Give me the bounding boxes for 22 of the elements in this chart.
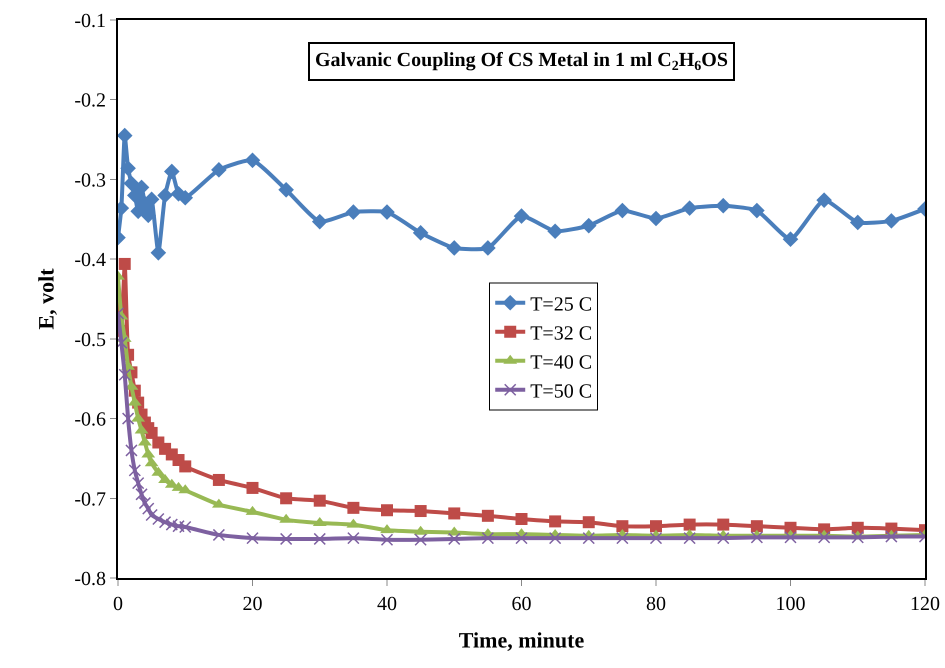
y-tick-label: -0.5 bbox=[74, 328, 106, 351]
x-tick-label: 0 bbox=[113, 593, 123, 615]
y-tick-label: -0.2 bbox=[74, 90, 106, 112]
x-tick-label: 20 bbox=[242, 593, 262, 615]
legend-label: T=32 C bbox=[530, 322, 592, 345]
x-tick-label: 80 bbox=[646, 593, 666, 615]
legend-label: T=40 C bbox=[530, 352, 592, 374]
x-tick-label: 120 bbox=[910, 593, 940, 615]
y-tick-label: -0.1 bbox=[74, 10, 106, 32]
y-tick-label: -0.4 bbox=[74, 249, 106, 272]
x-tick-label: 40 bbox=[377, 593, 397, 615]
x-tick-label: 100 bbox=[776, 593, 806, 615]
y-tick-label: -0.8 bbox=[74, 568, 106, 590]
x-axis-title: Time, minute bbox=[458, 627, 584, 652]
legend-label: T=50 C bbox=[530, 380, 592, 403]
text: Galvanic Coupling Of CS Metal in 1 ml C$_{2}$H$_{6}$OS bbox=[315, 49, 728, 74]
legend-label: T=25 C bbox=[530, 294, 592, 316]
y-tick-label: -0.3 bbox=[74, 169, 106, 192]
x-tick-label: 60 bbox=[512, 593, 532, 615]
y-axis-title: E, volt bbox=[34, 268, 59, 330]
y-tick-label: -0.7 bbox=[74, 488, 106, 510]
y-tick-label: -0.6 bbox=[74, 408, 106, 431]
